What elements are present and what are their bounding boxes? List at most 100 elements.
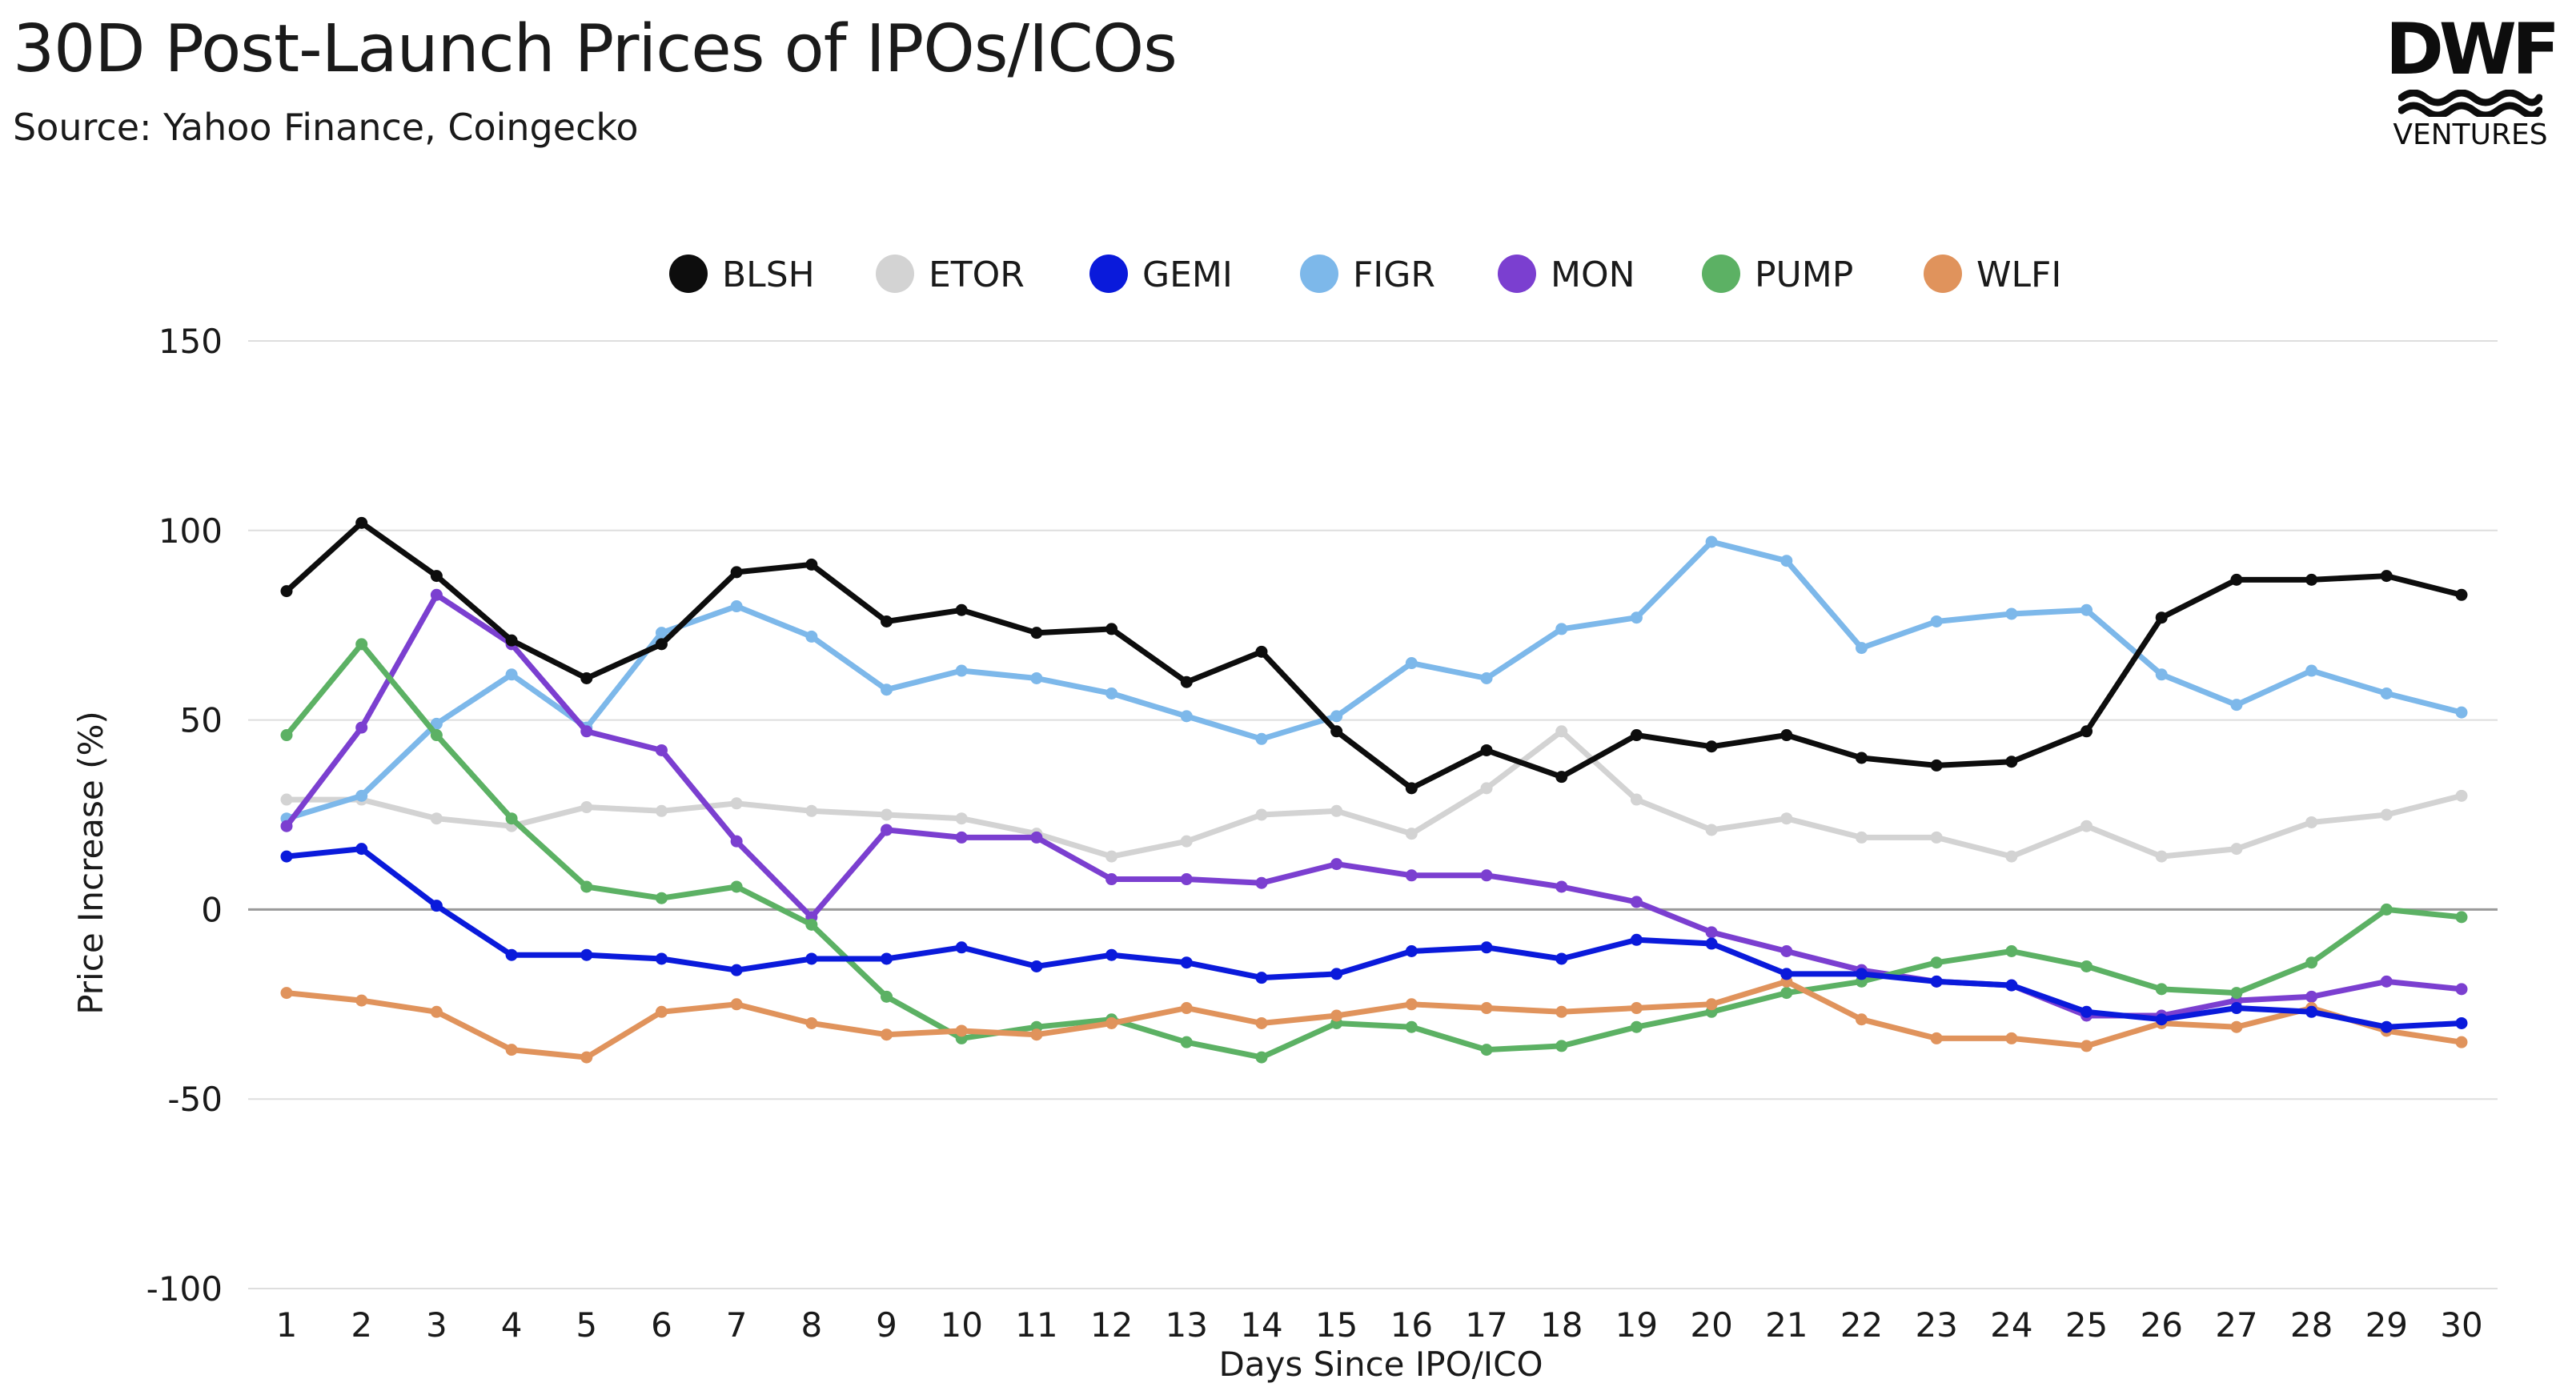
data-point-mon <box>430 588 443 601</box>
series-line-gemi <box>283 846 2465 1030</box>
data-point-mon <box>1330 858 1343 871</box>
y-tick-label: 0 <box>201 890 223 929</box>
legend-swatch <box>876 255 914 293</box>
series-etor <box>280 725 2468 863</box>
data-point-mon <box>881 824 893 836</box>
data-point-gemi <box>2155 1013 2168 1026</box>
data-point-wlfi <box>1330 1009 1343 1022</box>
data-point-pump <box>2380 903 2393 916</box>
data-point-blsh <box>730 566 743 579</box>
data-point-wlfi <box>580 1051 593 1064</box>
data-point-pump <box>1480 1044 1493 1056</box>
legend-label: FIGR <box>1353 255 1435 295</box>
x-tick-label: 22 <box>1840 1305 1883 1345</box>
data-point-mon <box>580 725 593 738</box>
legend-swatch <box>669 255 708 293</box>
data-point-blsh <box>2080 725 2093 738</box>
x-tick-label: 10 <box>940 1305 982 1345</box>
legend-label: GEMI <box>1142 255 1233 295</box>
legend-swatch <box>1702 255 1740 293</box>
data-point-etor <box>2080 820 2093 832</box>
data-point-wlfi <box>280 987 293 1000</box>
data-point-blsh <box>1030 627 1043 639</box>
data-point-mon <box>280 820 293 832</box>
legend-item-figr: FIGR <box>1300 255 1435 295</box>
data-point-gemi <box>280 850 293 863</box>
legend-item-gemi: GEMI <box>1089 255 1233 295</box>
data-point-figr <box>2005 607 2018 620</box>
legend-item-blsh: BLSH <box>669 255 815 295</box>
data-point-etor <box>1180 835 1193 848</box>
data-point-blsh <box>580 672 593 685</box>
data-point-gemi <box>1180 956 1193 969</box>
data-point-gemi <box>1780 968 1793 980</box>
data-point-etor <box>1330 804 1343 817</box>
grid-lines <box>248 340 2498 1289</box>
x-tick-label: 7 <box>726 1305 748 1345</box>
data-point-wlfi <box>430 1005 443 1018</box>
legend-item-mon: MON <box>1498 255 1635 295</box>
data-point-etor <box>430 812 443 825</box>
data-point-pump <box>1630 1020 1643 1033</box>
data-point-etor <box>655 804 668 817</box>
data-point-figr <box>805 630 818 643</box>
data-point-wlfi <box>881 1028 893 1041</box>
data-point-figr <box>2080 603 2093 616</box>
x-tick-label: 9 <box>876 1305 897 1345</box>
data-point-gemi <box>1705 937 1718 950</box>
x-tick-label: 27 <box>2215 1305 2257 1345</box>
data-point-wlfi <box>1630 1002 1643 1015</box>
data-point-etor <box>955 812 968 825</box>
data-point-pump <box>280 729 293 742</box>
data-point-wlfi <box>1555 1005 1568 1018</box>
x-tick-label: 13 <box>1166 1305 1208 1345</box>
data-point-wlfi <box>1405 998 1418 1011</box>
data-point-figr <box>655 627 668 639</box>
series-line-etor <box>283 728 2465 860</box>
data-point-blsh <box>2230 573 2243 586</box>
data-point-wlfi <box>955 1024 968 1037</box>
dwf-ventures-logo: DWF VENTURES <box>2382 14 2560 152</box>
data-point-gemi <box>505 948 518 961</box>
data-point-figr <box>955 664 968 677</box>
data-point-gemi <box>1405 944 1418 957</box>
data-point-figr <box>881 683 893 696</box>
data-point-mon <box>1705 926 1718 939</box>
data-point-blsh <box>1855 752 1868 764</box>
data-point-wlfi <box>1180 1002 1193 1015</box>
data-point-wlfi <box>2230 1020 2243 1033</box>
data-point-wlfi <box>1930 1032 1943 1044</box>
chart-subtitle: Source: Yahoo Finance, Coingecko <box>13 106 639 149</box>
data-point-blsh <box>805 558 818 571</box>
y-axis-ticks: 150 100 50 0 -50 -100 <box>146 322 223 1309</box>
data-point-wlfi <box>1705 998 1718 1011</box>
data-point-gemi <box>2230 1002 2243 1015</box>
data-point-mon <box>2455 983 2468 996</box>
data-point-wlfi <box>730 998 743 1011</box>
data-point-mon <box>1480 869 1493 882</box>
data-point-pump <box>430 729 443 742</box>
data-point-figr <box>2305 664 2318 677</box>
x-tick-label: 20 <box>1690 1305 1732 1345</box>
data-point-blsh <box>2380 570 2393 583</box>
data-point-pump <box>1780 987 1793 1000</box>
data-point-etor <box>1255 808 1268 821</box>
data-point-wlfi <box>655 1005 668 1018</box>
data-point-wlfi <box>1105 1016 1118 1029</box>
x-tick-label: 6 <box>651 1305 672 1345</box>
data-point-blsh <box>655 638 668 651</box>
data-point-figr <box>355 789 368 802</box>
data-point-etor <box>1405 828 1418 840</box>
data-point-gemi <box>805 952 818 965</box>
x-tick-label: 8 <box>800 1305 822 1345</box>
data-point-blsh <box>1105 623 1118 635</box>
data-point-wlfi <box>1480 1002 1493 1015</box>
data-point-etor <box>1930 831 1943 844</box>
data-point-mon <box>955 831 968 844</box>
data-point-blsh <box>1705 740 1718 753</box>
data-point-figr <box>1180 710 1193 723</box>
data-point-etor <box>730 797 743 810</box>
data-point-pump <box>2455 911 2468 924</box>
data-point-figr <box>2380 687 2393 700</box>
